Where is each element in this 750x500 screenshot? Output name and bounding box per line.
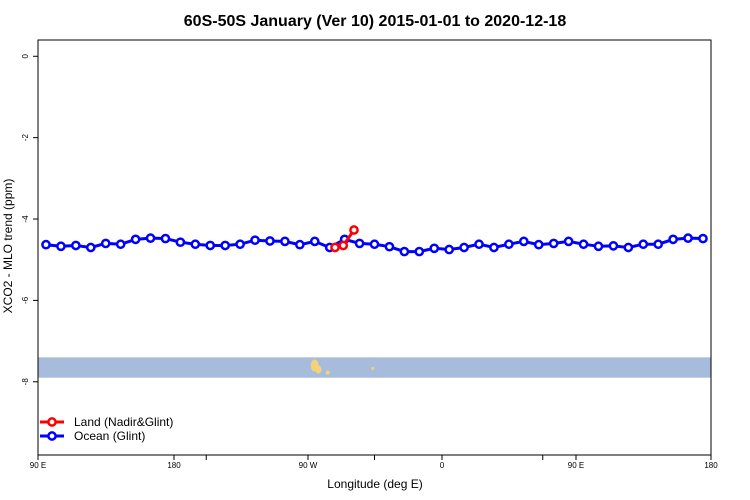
ocean-series-point bbox=[250, 235, 260, 246]
land-series-point bbox=[338, 240, 349, 251]
y-tick-label: -8 bbox=[21, 378, 30, 386]
ocean-series-point bbox=[533, 239, 544, 250]
ocean-band bbox=[38, 357, 711, 378]
ocean-series-point bbox=[115, 239, 126, 250]
ocean-series-point bbox=[190, 239, 201, 250]
x-tick-label: 90 W bbox=[299, 461, 318, 470]
ocean-series-point bbox=[429, 243, 440, 254]
ocean-series-point bbox=[384, 241, 395, 252]
ocean-series-point bbox=[369, 239, 380, 250]
ocean-series-point bbox=[414, 246, 425, 257]
ocean-series-point bbox=[459, 242, 469, 253]
ocean-series-point bbox=[56, 241, 66, 252]
x-tick-label: 180 bbox=[704, 461, 718, 470]
ocean-series-point bbox=[698, 233, 708, 244]
ocean-series-point bbox=[354, 238, 365, 249]
ocean-series-point bbox=[504, 239, 514, 250]
y-axis-label: XCO2 - MLO trend (ppm) bbox=[1, 179, 15, 314]
ocean-series-point bbox=[399, 246, 410, 257]
ocean-series-point bbox=[265, 236, 275, 246]
ocean-series-point bbox=[623, 242, 634, 253]
series-group bbox=[41, 225, 708, 257]
ocean-series-point bbox=[41, 239, 51, 250]
ocean-series-point bbox=[563, 236, 574, 247]
x-axis-label: Longitude (deg E) bbox=[327, 477, 422, 491]
land-patches bbox=[310, 359, 375, 375]
ocean-series-point bbox=[653, 239, 664, 250]
ocean-series-point bbox=[638, 239, 649, 250]
land-patch bbox=[315, 365, 322, 374]
legend-marker bbox=[47, 431, 57, 441]
ocean-series-point bbox=[235, 239, 245, 250]
legend-marker bbox=[47, 417, 57, 427]
legend: Land (Nadir&Glint)Ocean (Glint) bbox=[40, 415, 173, 443]
legend-label: Ocean (Glint) bbox=[74, 429, 145, 443]
ocean-series-point bbox=[85, 242, 96, 253]
plot-area: 0 -2 -4 -6 -8 90 E 180 90 W 0 90 E 180 bbox=[21, 39, 718, 470]
ocean-series-point bbox=[175, 237, 186, 248]
ocean-series-point bbox=[518, 236, 529, 247]
y-tick-label: 0 bbox=[21, 54, 30, 59]
ocean-series-point bbox=[294, 239, 305, 250]
ocean-series-point bbox=[100, 238, 111, 249]
ocean-series-point bbox=[71, 240, 81, 251]
ocean-series-point bbox=[474, 239, 484, 250]
ocean-series-point bbox=[668, 234, 678, 245]
ocean-series-point bbox=[608, 241, 619, 251]
ocean-series-point bbox=[444, 244, 455, 255]
ocean-series-point bbox=[548, 238, 559, 249]
ocean-series-point bbox=[280, 236, 290, 247]
x-tick-label: 90 E bbox=[568, 461, 584, 470]
legend-label: Land (Nadir&Glint) bbox=[74, 415, 173, 429]
chart-title: 60S-50S January (Ver 10) 2015-01-01 to 2… bbox=[184, 13, 567, 30]
ocean-series-point bbox=[160, 233, 171, 244]
ocean-series-point bbox=[130, 234, 141, 245]
ocean-series-point bbox=[578, 239, 589, 250]
ocean-series-point bbox=[683, 233, 693, 243]
y-tick-label: -4 bbox=[21, 215, 30, 223]
y-tick-label: -6 bbox=[21, 296, 30, 304]
ocean-series-point bbox=[489, 242, 499, 253]
ocean-series-point bbox=[145, 233, 156, 243]
ocean-series-point bbox=[309, 236, 320, 247]
ocean-series-point bbox=[220, 240, 231, 251]
y-tick-label: -2 bbox=[21, 134, 30, 142]
land-series-point bbox=[349, 225, 359, 235]
land-patch bbox=[371, 367, 375, 371]
land-patch bbox=[325, 370, 330, 375]
x-tick-label: 90 E bbox=[30, 461, 46, 470]
ocean-series-point bbox=[205, 240, 216, 251]
x-tick-label: 0 bbox=[440, 461, 445, 470]
land-series-point bbox=[330, 242, 340, 253]
ocean-series-point bbox=[593, 241, 604, 252]
x-tick-label: 180 bbox=[167, 461, 181, 470]
